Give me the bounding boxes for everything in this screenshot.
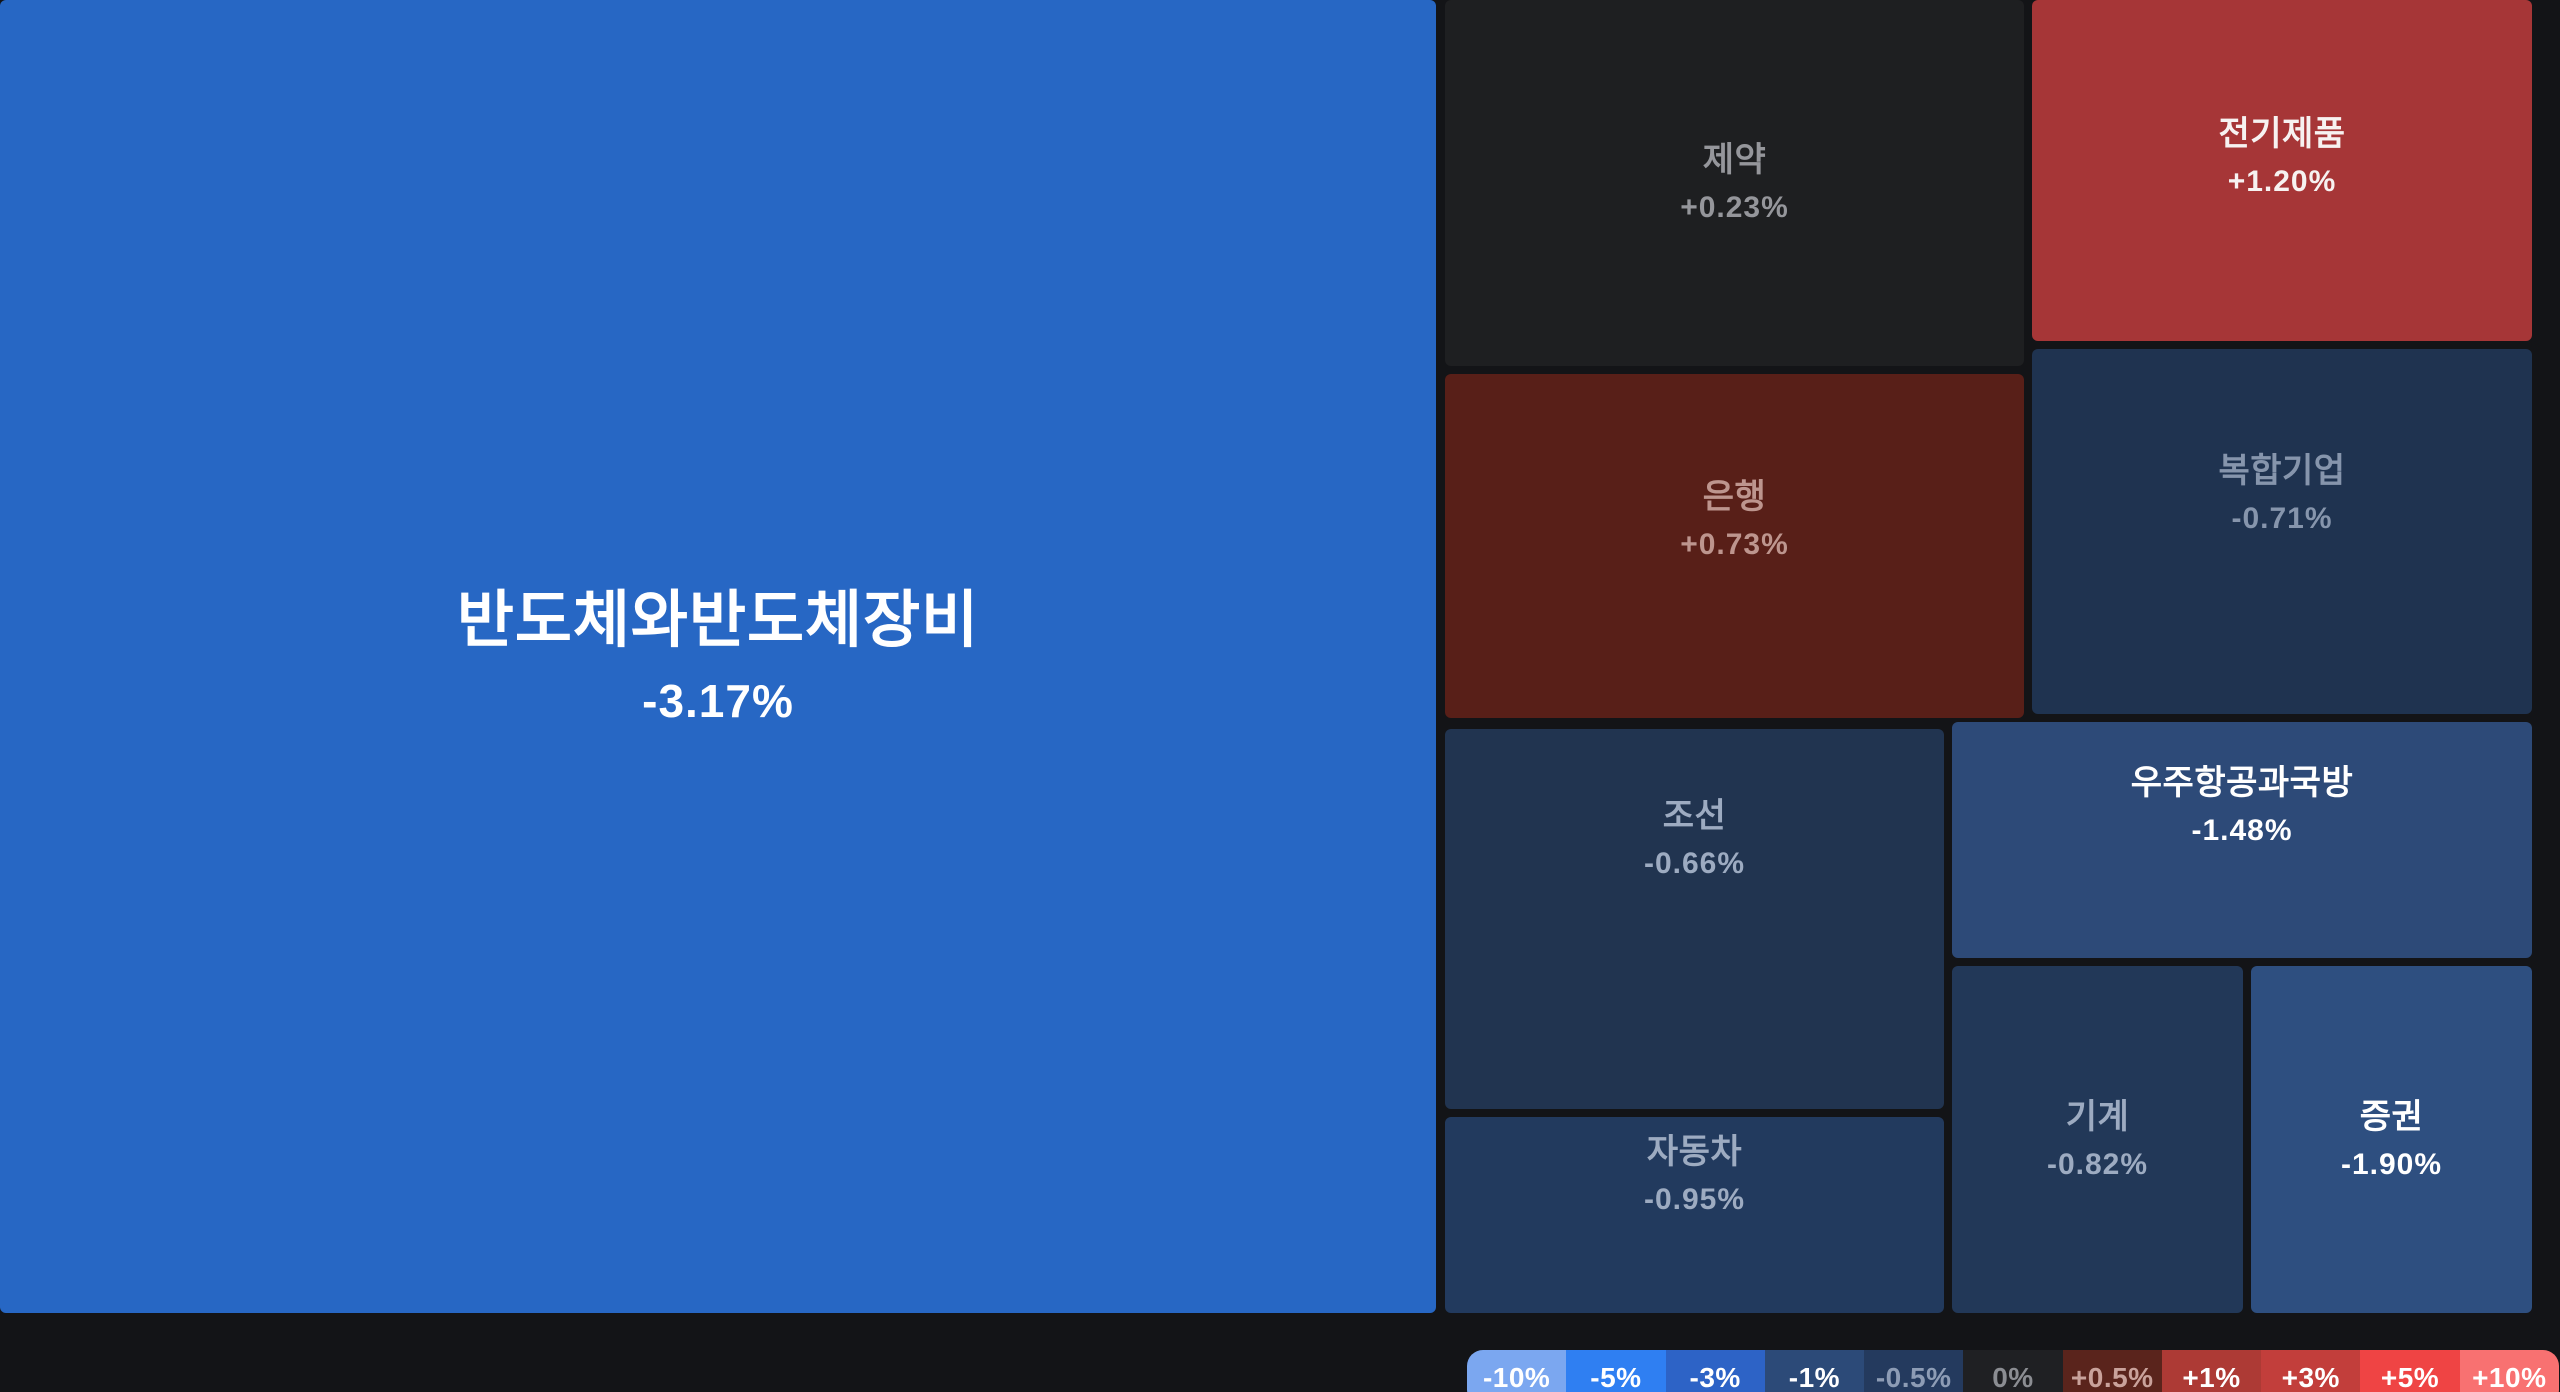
sector-change: -0.95%: [1643, 1183, 1746, 1216]
tile-content: 전기제품 +1.20%: [2218, 117, 2345, 197]
tile-content: 증권 -1.90%: [2341, 1100, 2442, 1180]
sector-change: -1.90%: [2340, 1147, 2443, 1181]
sector-name: 우주항공과국방: [2130, 764, 2354, 802]
legend-cell-neg1: -1%: [1764, 1350, 1865, 1392]
sector-name: 전기제품: [2218, 114, 2346, 153]
legend-cell-pos3: +3%: [2261, 1350, 2361, 1392]
sector-tile-semiconductors[interactable]: 반도체와반도체장비 -3.17%: [0, 0, 1436, 1313]
sector-name: 복합기업: [2218, 451, 2346, 490]
tile-content: 복합기업 -0.71%: [2218, 454, 2345, 534]
sector-change: -1.48%: [2191, 814, 2293, 847]
tile-content: 우주항공과국방 -1.48%: [2131, 766, 2353, 846]
tile-content: 자동차 -0.95%: [1644, 1135, 1745, 1215]
tile-content: 제약 +0.23%: [1680, 143, 1789, 223]
sector-name: 은행: [1702, 478, 1767, 516]
sector-tile-machinery[interactable]: 기계 -0.82%: [1952, 966, 2243, 1313]
legend-cell-zero: 0%: [1963, 1350, 2063, 1392]
color-scale-legend: -10% -5% -3% -1% -0.5% 0% +0.5% +1% +3% …: [1467, 1350, 2559, 1392]
sector-name: 자동차: [1646, 1133, 1743, 1171]
tile-content: 기계 -0.82%: [2047, 1100, 2148, 1180]
sector-tile-pharma[interactable]: 제약 +0.23%: [1445, 0, 2024, 366]
sector-name: 반도체와반도체장비: [456, 585, 980, 655]
legend-cell-neg3: -3%: [1665, 1350, 1765, 1392]
sector-tile-securities[interactable]: 증권 -1.90%: [2251, 966, 2532, 1313]
sector-tile-automobiles[interactable]: 자동차 -0.95%: [1445, 1117, 1944, 1313]
sector-tile-conglomerates[interactable]: 복합기업 -0.71%: [2032, 349, 2532, 714]
sector-change: +1.20%: [2227, 164, 2337, 198]
sector-name: 조선: [1662, 797, 1727, 835]
tile-content: 조선 -0.66%: [1644, 799, 1745, 879]
legend-cell-neg5: -5%: [1566, 1350, 1666, 1392]
sector-change: -3.17%: [642, 674, 794, 727]
sector-name: 기계: [2065, 1097, 2130, 1136]
sector-change: -0.71%: [2231, 501, 2333, 535]
legend-cell-neg10: -10%: [1467, 1350, 1567, 1392]
legend-cell-pos5: +5%: [2360, 1350, 2460, 1392]
tile-content: 은행 +0.73%: [1680, 480, 1789, 560]
legend-cell-pos1: +1%: [2161, 1350, 2262, 1392]
tile-content: 반도체와반도체장비 -3.17%: [456, 585, 980, 727]
sector-tile-banks[interactable]: 은행 +0.73%: [1445, 374, 2024, 718]
sector-tile-shipbuilding[interactable]: 조선 -0.66%: [1445, 729, 1944, 1109]
sector-tile-electrical[interactable]: 전기제품 +1.20%: [2032, 0, 2532, 341]
sector-change: -0.82%: [2046, 1147, 2149, 1181]
sector-name: 증권: [2359, 1097, 2424, 1136]
legend-cell-neg05: -0.5%: [1864, 1350, 1964, 1392]
sector-tile-aerospace[interactable]: 우주항공과국방 -1.48%: [1952, 722, 2532, 958]
sector-change: +0.23%: [1680, 191, 1789, 224]
legend-cell-pos05: +0.5%: [2062, 1350, 2162, 1392]
sector-name: 제약: [1702, 141, 1767, 179]
sector-change: -0.66%: [1643, 847, 1746, 880]
sector-change: +0.73%: [1680, 528, 1789, 561]
legend-cell-pos10: +10%: [2459, 1350, 2559, 1392]
